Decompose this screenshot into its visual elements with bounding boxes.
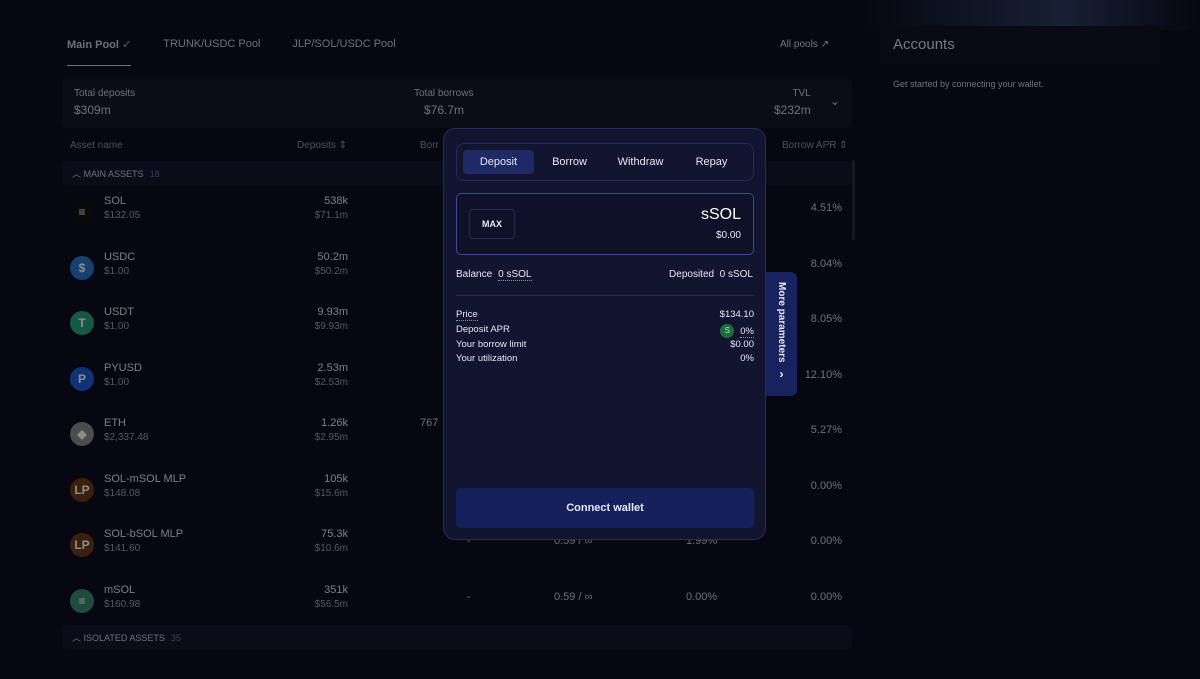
tab-trunk-usdc-pool[interactable]: TRUNK/USDC Pool	[163, 38, 261, 50]
tab-borrow[interactable]: Borrow	[552, 156, 587, 168]
sol-icon: ≡	[70, 200, 94, 224]
token-symbol: sSOL	[700, 206, 741, 223]
isolated-assets-group[interactable]: ︿ ISOLATED ASSETS 35	[62, 625, 852, 649]
asset-price: $148.08	[104, 487, 141, 499]
borrows-cell: 767	[420, 417, 439, 429]
accounts-title: Accounts	[880, 26, 1160, 64]
total-borrows: Total borrows $76.7m	[414, 88, 474, 117]
deposits-cell: 50.2m $50.2m	[314, 250, 348, 277]
asset-name: SOL	[104, 195, 127, 207]
max-button[interactable]: MAX	[469, 209, 515, 239]
table-row[interactable]: ◆ ETH $2,337.48 1.26k $2.95m 5.27% 767	[62, 406, 852, 461]
asset-name: USDT	[104, 306, 134, 318]
header-asset-name[interactable]: Asset name	[70, 140, 123, 151]
header-glow	[860, 0, 1200, 30]
borrows-cell: -	[467, 590, 471, 603]
table-row[interactable]: P PYUSD $1.00 2.53m $2.53m 12.10%	[62, 351, 852, 406]
asset-price: $160.98	[104, 598, 141, 610]
deposits-cell: 105k $15.6m	[314, 472, 348, 499]
tab-deposit[interactable]: Deposit	[463, 150, 534, 174]
header-borrows[interactable]: Borr	[420, 140, 439, 151]
asset-price: $132.05	[104, 210, 141, 221]
table-row[interactable]: T USDT $1.00 9.93m $9.93m 8.05%	[62, 295, 852, 350]
table-row[interactable]: ≡ SOL $132.05 538k $71.1m 4.51%	[62, 184, 852, 239]
borrow-apr-cell: 0.00%	[810, 590, 842, 603]
borrows-cell: -	[467, 535, 471, 547]
amount-input[interactable]: MAX sSOL $0.00	[456, 193, 754, 255]
asset-price: $141.60	[104, 543, 141, 554]
param-utilization: Your utilization 0%	[456, 353, 754, 364]
asset-price: $2,337.48	[104, 432, 149, 443]
deposited: Deposited 0 sSOL	[669, 269, 753, 280]
balance-value[interactable]: 0 sSOL	[498, 269, 532, 281]
chevron-right-icon: ›	[779, 366, 784, 381]
deposits-cell: 75.3k $10.6m	[314, 528, 348, 554]
usdc-icon: $	[70, 255, 94, 280]
accounts-subtitle: Get started by connecting your wallet.	[893, 79, 1044, 89]
tab-repay[interactable]: Repay	[695, 156, 728, 168]
tvl: TVL $232m	[774, 88, 811, 117]
reward-token-icon: S	[720, 324, 735, 338]
asset-name: SOL-bSOL MLP	[104, 528, 184, 540]
header-deposits[interactable]: Deposits ⇕	[297, 140, 348, 151]
borrow-apr-cell: 5.27%	[810, 424, 842, 436]
all-pools-link[interactable]: All pools ↗	[780, 39, 829, 50]
deposit-apr-cell: 0.00%	[686, 590, 718, 603]
asset-name: SOL-mSOL MLP	[104, 472, 187, 485]
deposit-modal: Deposit Borrow Withdraw Repay MAX sSOL $…	[443, 128, 766, 540]
chevron-up-icon: ︿	[72, 633, 82, 643]
asset-price: $1.00	[104, 376, 130, 388]
more-parameters-button[interactable]: More parameters ›	[766, 272, 797, 396]
deposits-cell: 351k $56.5m	[314, 583, 348, 610]
asset-name: PYUSD	[104, 361, 142, 374]
chevron-up-icon: ︿	[72, 169, 82, 179]
pyusd-icon: P	[70, 366, 94, 391]
pool-tabs: Main Pool ✓ TRUNK/USDC Pool JLP/SOL/USDC…	[67, 38, 428, 66]
divider	[456, 295, 754, 296]
borrow-apr-cell: 8.04%	[810, 257, 842, 270]
asset-name: USDC	[104, 250, 136, 263]
deposits-cell: 538k $71.1m	[314, 195, 348, 221]
asset-price: $1.00	[104, 321, 130, 332]
total-deposits: Total deposits $309m	[74, 88, 136, 117]
pool-stats: Total deposits $309m Total borrows $76.7m …	[62, 78, 852, 128]
usd-value: $0.00	[715, 230, 741, 241]
param-borrow-limit: Your borrow limit $0.00	[456, 339, 754, 350]
param-deposit-apr: Deposit APR S 0%	[456, 324, 754, 338]
table-row[interactable]: $ USDC $1.00 50.2m $50.2m 8.04%	[62, 240, 852, 295]
table-row[interactable]: LP SOL-mSOL MLP $148.08 105k $15.6m 0.00%	[62, 462, 852, 517]
balance: Balance 0 sSOL	[456, 269, 532, 281]
borrow-apr-cell: 0.00%	[810, 535, 842, 547]
deposits-cell: 2.53m $2.53m	[314, 361, 348, 388]
ltv-cell: 0.59 / ∞	[554, 590, 593, 603]
check-icon: ✓	[122, 39, 132, 51]
table-row[interactable]: ≡ mSOL $160.98 351k $56.5m 0.00% - 0.59 / ∞…	[62, 573, 852, 628]
borrow-apr-cell: 0.00%	[810, 479, 842, 492]
deposits-cell: 9.93m $9.93m	[314, 306, 348, 332]
table-scrollbar[interactable]	[852, 160, 855, 240]
tab-withdraw[interactable]: Withdraw	[617, 156, 664, 168]
param-price: Price $134.10	[456, 309, 754, 321]
asset-price: $1.00	[104, 265, 130, 277]
header-borrow-apr[interactable]: Borrow APR ⇕	[782, 140, 848, 151]
tab-main-pool[interactable]: Main Pool ✓	[67, 38, 132, 66]
action-tabs: Deposit Borrow Withdraw Repay	[456, 143, 754, 181]
lp-icon: LP	[70, 477, 94, 502]
tab-jlp-sol-usdc-pool[interactable]: JLP/SOL/USDC Pool	[292, 38, 396, 50]
asset-name: mSOL	[104, 583, 136, 596]
borrow-apr-cell: 12.10%	[804, 368, 842, 381]
deposits-cell: 1.26k $2.95m	[314, 417, 348, 443]
eth-icon: ◆	[70, 422, 94, 446]
usdt-icon: T	[70, 311, 94, 335]
borrow-apr-cell: 4.51%	[810, 202, 842, 214]
borrow-apr-cell: 8.05%	[810, 313, 842, 325]
asset-name: ETH	[104, 417, 126, 429]
lp-icon: LP	[70, 533, 94, 557]
chevron-down-icon[interactable]: ⌄	[830, 94, 841, 108]
msol-icon: ≡	[70, 588, 94, 613]
connect-wallet-button[interactable]: Connect wallet	[456, 488, 754, 528]
